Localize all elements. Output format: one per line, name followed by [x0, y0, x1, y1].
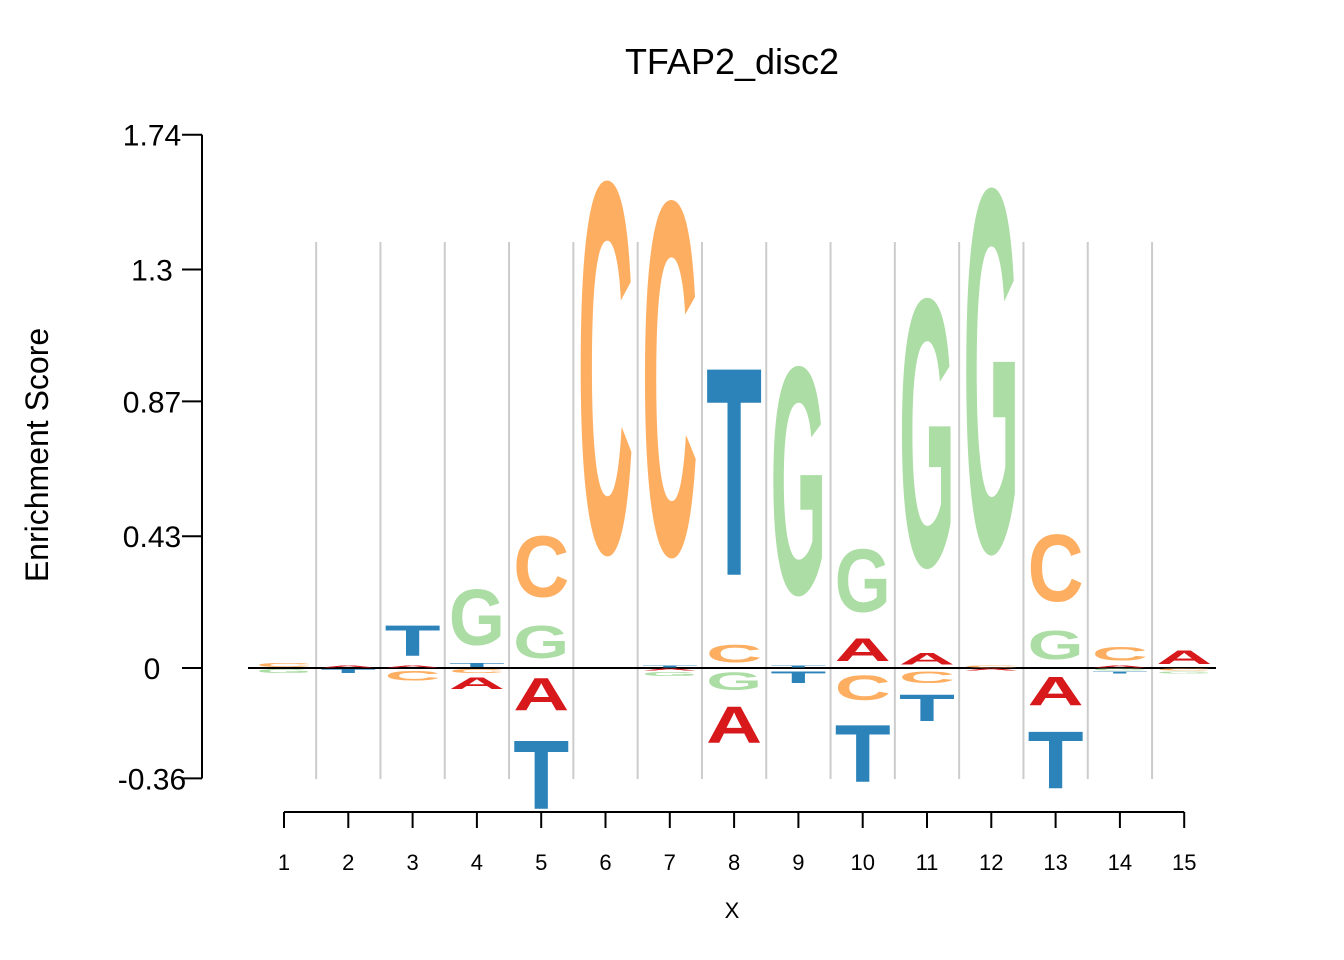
y-tick-label: -0.36: [118, 763, 186, 796]
logo-letter-g: G: [642, 671, 698, 677]
logo-letter-g: G: [1028, 623, 1084, 669]
logo-letter-g: G: [899, 219, 955, 647]
logo-letter-a: A: [1156, 646, 1212, 667]
logo-letter-g: G: [770, 299, 826, 662]
x-tick-label: 3: [406, 850, 418, 875]
logo-letter-g: G: [256, 668, 312, 674]
logo-letter-c: C: [256, 662, 312, 668]
x-tick-label: 5: [535, 850, 547, 875]
logo-letter-c: C: [513, 517, 569, 615]
x-tick-label: 14: [1108, 850, 1132, 875]
logo-letter-t: T: [385, 616, 441, 665]
x-tick-label: 10: [850, 850, 874, 875]
logo-letter-a: A: [835, 631, 891, 668]
logo-letter-t: T: [770, 668, 826, 686]
logo-letter-c: C: [642, 95, 698, 661]
logo-letter-c: C: [1156, 668, 1212, 671]
logo-letter-c: C: [1028, 515, 1084, 622]
logo-letter-g: G: [706, 668, 762, 695]
logo-letters: CGATATCTGCAGCATCTCAGCTGATGTAGCTAGCTCGAGC…: [256, 73, 1212, 831]
x-axis: 1 2 3 4 5 6 7 8 9 10 11 12 13 14 15: [278, 811, 1196, 875]
x-tick-label: 8: [728, 850, 740, 875]
logo-letter-a: A: [320, 665, 376, 668]
y-tick-label: 1.74: [123, 120, 181, 153]
y-axis: 1.74 1.3 0.87 0.43 0 -0.36: [118, 120, 203, 796]
logo-letter-t: T: [642, 665, 698, 668]
x-tick-label: 12: [979, 850, 1003, 875]
x-tick-label: 4: [471, 850, 483, 875]
x-tick-label: 7: [664, 850, 676, 875]
x-tick-label: 11: [916, 850, 939, 875]
logo-letter-c: C: [963, 665, 1019, 668]
x-tick-label: 1: [278, 850, 290, 875]
logo-letter-a: A: [963, 668, 1019, 671]
logo-letter-c: C: [385, 668, 441, 683]
x-tick-label: 13: [1043, 850, 1067, 875]
logo-letter-a: A: [899, 649, 955, 667]
logo-letter-g: G: [835, 531, 891, 632]
logo-letter-a: A: [513, 668, 569, 720]
logo-letter-g: G: [1156, 671, 1212, 674]
logo-letter-a: A: [706, 695, 762, 753]
logo-letter-c: C: [449, 668, 505, 674]
x-tick-label: 15: [1172, 850, 1196, 875]
logo-letter-c: C: [706, 641, 762, 668]
logo-letter-a: A: [1092, 665, 1148, 668]
x-tick-label: 9: [792, 850, 804, 875]
chart-title: TFAP2_disc2: [625, 41, 839, 82]
logo-letter-g: G: [513, 616, 569, 668]
logo-letter-c: C: [578, 73, 634, 665]
logo-letter-t: T: [449, 662, 505, 668]
x-axis-label: X: [725, 898, 740, 923]
logo-letter-t: T: [835, 708, 891, 800]
logo-letter-t: T: [899, 686, 955, 729]
logo-letter-c: C: [899, 668, 955, 686]
grid-lines: [315, 242, 1154, 779]
logo-letter-c: C: [835, 668, 891, 708]
logo-letter-a: A: [449, 674, 505, 692]
logo-letter-g: G: [1092, 668, 1148, 671]
logo-letter-a: A: [1028, 669, 1084, 715]
x-tick-label: 6: [599, 850, 611, 875]
y-tick-label: 0: [144, 653, 161, 686]
logo-letter-g: G: [963, 80, 1019, 661]
logo-letter-t: T: [706, 304, 762, 638]
logo-letter-a: A: [642, 668, 698, 671]
logo-letter-c: C: [1092, 643, 1148, 664]
logo-letter-t: T: [1092, 671, 1148, 674]
logo-letter-t: T: [770, 665, 826, 668]
y-tick-label: 0.87: [123, 386, 181, 419]
logo-letter-g: G: [449, 573, 505, 662]
x-tick-label: 2: [342, 850, 354, 875]
y-axis-label: Enrichment Score: [19, 328, 55, 582]
y-tick-label: 0.43: [123, 521, 181, 554]
logo-letter-t: T: [1028, 714, 1084, 806]
logo-letter-t: T: [320, 668, 376, 674]
y-tick-label: 1.3: [131, 255, 173, 288]
logo-letter-a: A: [385, 665, 441, 668]
